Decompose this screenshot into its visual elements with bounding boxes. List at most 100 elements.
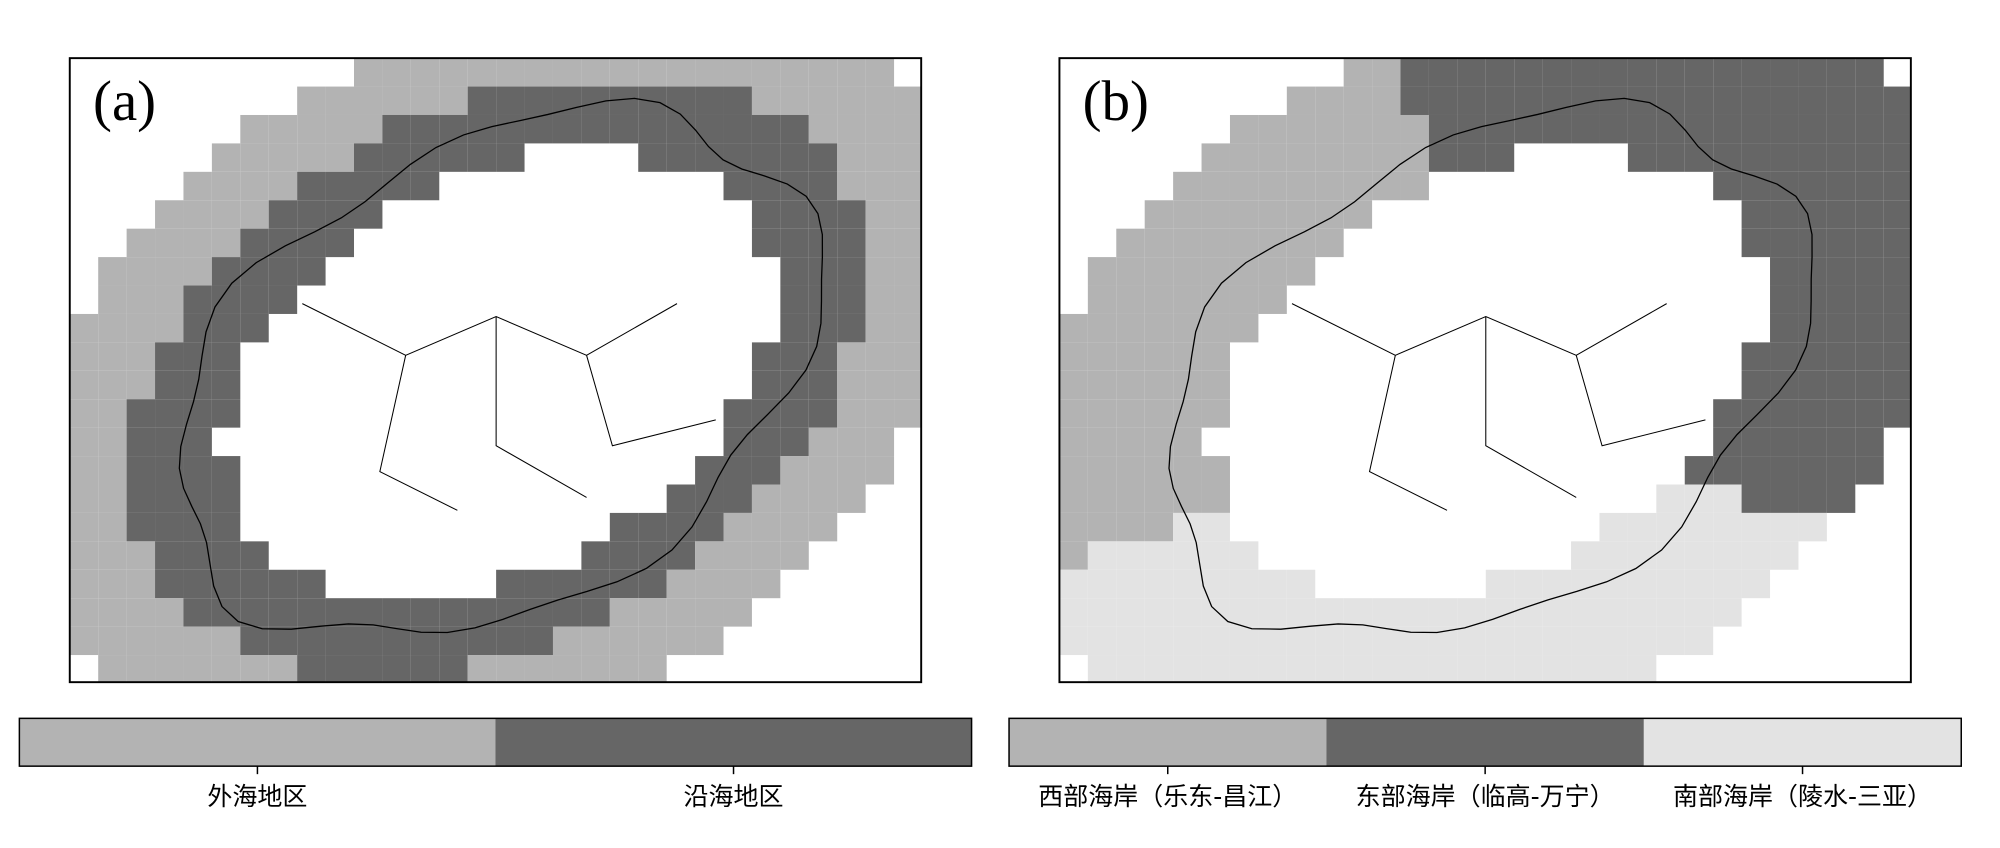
- grid-cell: [1258, 285, 1287, 314]
- grid-cell: [524, 569, 553, 599]
- grid-cell: [1855, 58, 1884, 87]
- grid-cell: [155, 655, 184, 683]
- grid-cell: [552, 569, 582, 599]
- grid-cell: [1144, 626, 1174, 656]
- grid-cell: [268, 655, 298, 683]
- grid-cell: [894, 313, 922, 343]
- grid-cell: [1855, 228, 1884, 258]
- grid-cell: [240, 285, 269, 314]
- grid-cell: [1855, 200, 1884, 229]
- grid-cell: [723, 58, 752, 87]
- grid-cell: [98, 569, 127, 599]
- grid-cell: [808, 342, 838, 371]
- grid-cell: [211, 257, 241, 286]
- grid-cell: [1116, 427, 1145, 457]
- grid-cell: [1741, 512, 1771, 542]
- grid-cell: [894, 86, 922, 115]
- grid-cell: [524, 655, 553, 683]
- grid-cell: [780, 342, 809, 371]
- grid-cell: [524, 626, 553, 656]
- grid-cell: [325, 143, 355, 172]
- grid-cell: [183, 399, 212, 428]
- grid-cell: [240, 655, 269, 683]
- grid-cell: [609, 114, 639, 144]
- grid-cell: [1286, 200, 1316, 229]
- grid-cell: [496, 114, 525, 144]
- grid-cell: [1372, 655, 1401, 683]
- grid-cell: [1087, 313, 1117, 343]
- grid-cell: [638, 598, 667, 627]
- grid-cell: [211, 569, 241, 599]
- grid-cell: [496, 143, 525, 172]
- grid-cell: [69, 313, 99, 343]
- grid-cell: [723, 171, 752, 201]
- grid-cell: [1428, 655, 1458, 683]
- grid-cell: [297, 143, 326, 172]
- grid-cell: [1571, 58, 1600, 87]
- grid-cell: [268, 626, 298, 656]
- grid-cell: [1286, 569, 1316, 599]
- legend-label: 沿海地区: [684, 782, 784, 811]
- grid-cell: [1684, 484, 1714, 513]
- grid-cell: [1826, 456, 1856, 485]
- grid-cell: [524, 58, 553, 87]
- grid-cell: [1883, 86, 1911, 115]
- grid-cell: [126, 456, 156, 485]
- grid-cell: [155, 484, 184, 513]
- grid-cell: [865, 427, 895, 457]
- grid-cell: [183, 342, 212, 371]
- grid-cell: [1229, 114, 1259, 144]
- grid-cell: [780, 143, 809, 172]
- grid-cell: [155, 342, 184, 371]
- grid-cell: [155, 626, 184, 656]
- grid-cell: [1343, 58, 1373, 87]
- grid-cell: [894, 399, 922, 428]
- grid-cell: [467, 58, 497, 87]
- grid-cell: [1741, 58, 1771, 87]
- grid-cell: [1116, 569, 1145, 599]
- grid-cell: [1372, 58, 1401, 87]
- grid-cell: [1684, 626, 1714, 656]
- grid-cell: [780, 200, 809, 229]
- grid-cell: [1144, 313, 1174, 343]
- grid-cell: [1173, 655, 1202, 683]
- grid-cell: [126, 484, 156, 513]
- grid-cell: [808, 512, 838, 542]
- grid-cell: [354, 143, 383, 172]
- grid-cell: [1315, 171, 1344, 201]
- grid-cell: [751, 541, 781, 570]
- grid-cell: [1571, 598, 1600, 627]
- grid-cell: [751, 399, 781, 428]
- grid-cell: [1798, 114, 1827, 144]
- grid-cell: [1826, 200, 1856, 229]
- grid-cell: [1229, 257, 1259, 286]
- grid-cell: [1173, 399, 1202, 428]
- grid-cell: [1770, 228, 1799, 258]
- grid-cell: [751, 484, 781, 513]
- grid-cell: [865, 171, 895, 201]
- grid-cell: [1457, 655, 1486, 683]
- grid-cell: [552, 626, 582, 656]
- grid-cell: [297, 114, 326, 144]
- grid-cell: [751, 228, 781, 258]
- grid-cell: [1855, 370, 1884, 400]
- grid-cell: [609, 626, 639, 656]
- grid-cell: [354, 171, 383, 201]
- grid-cell: [69, 512, 99, 542]
- grid-cell: [155, 541, 184, 570]
- grid-cell: [1087, 399, 1117, 428]
- grid-cell: [1201, 512, 1230, 542]
- grid-cell: [1173, 569, 1202, 599]
- grid-cell: [439, 655, 468, 683]
- grid-cell: [1514, 114, 1543, 144]
- grid-cell: [439, 58, 468, 87]
- legend-label: 南部海岸（陵水-三亚）: [1673, 782, 1932, 811]
- grid-cell: [1059, 626, 1088, 656]
- grid-cell: [1713, 171, 1742, 201]
- grid-cell: [496, 598, 525, 627]
- grid-cell: [1286, 114, 1316, 144]
- grid-cell: [1485, 569, 1515, 599]
- legend-frame: [1008, 717, 1962, 767]
- grid-cell: [211, 342, 241, 371]
- grid-cell: [1741, 342, 1771, 371]
